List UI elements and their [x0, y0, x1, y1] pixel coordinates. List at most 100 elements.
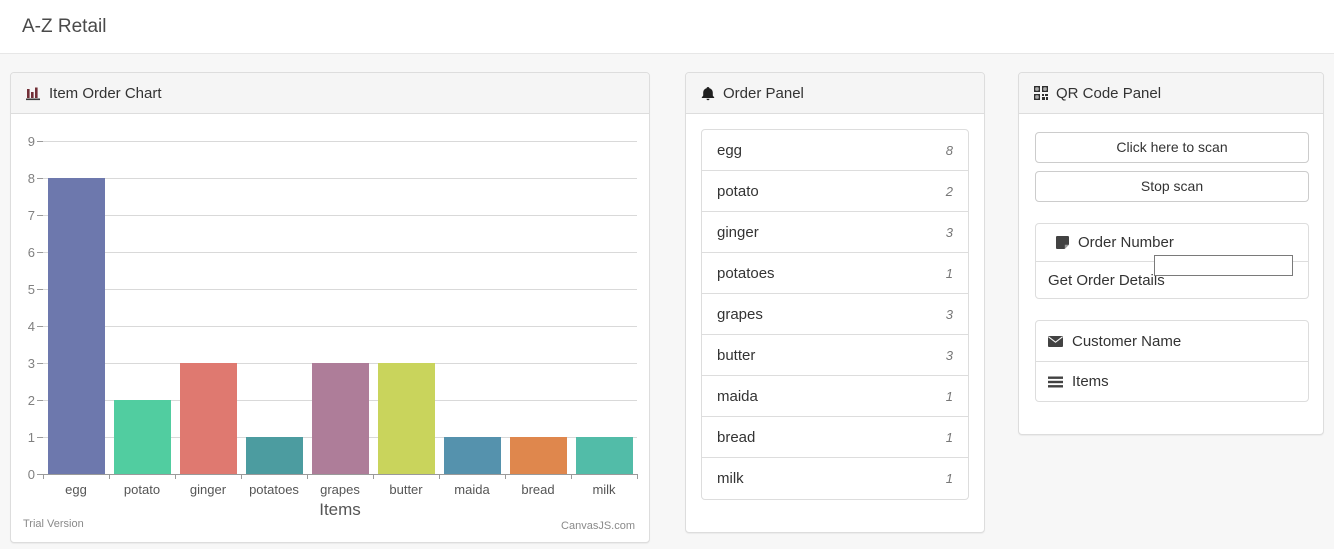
stop-scan-button[interactable]: Stop scan: [1035, 171, 1309, 202]
chart-x-tick: [637, 474, 638, 479]
order-item-count: 3: [945, 224, 953, 240]
order-item-count: 8: [945, 142, 953, 158]
chart-panel-header: Item Order Chart: [11, 73, 649, 114]
order-list-item: potato 2: [702, 171, 968, 212]
order-list-item: butter 3: [702, 335, 968, 376]
chart-gridline: [43, 215, 637, 216]
order-item-name: egg: [717, 141, 743, 159]
chart-bar-ginger[interactable]: [179, 363, 237, 474]
qr-code-panel: QR Code Panel Click here to scan Stop sc…: [1018, 72, 1324, 435]
chart-y-tick-label: 9: [27, 134, 35, 149]
items-row: Items: [1036, 361, 1308, 401]
chart-y-tick: [37, 437, 43, 438]
order-number-row: Order Number: [1036, 224, 1308, 261]
order-item-name: ginger: [717, 223, 759, 241]
chart-bar-bread[interactable]: [509, 437, 567, 474]
order-item-name: maida: [717, 387, 758, 405]
chart-y-tick: [37, 141, 43, 142]
order-item-count: 3: [945, 347, 953, 363]
order-number-input[interactable]: [1154, 255, 1293, 276]
order-item-name: butter: [717, 346, 756, 364]
chart-y-tick: [37, 474, 43, 475]
chart-x-axis-title: Items: [319, 500, 361, 519]
click-to-scan-button[interactable]: Click here to scan: [1035, 132, 1309, 163]
chart-y-tick-label: 6: [27, 245, 35, 260]
chart-x-tick: [571, 474, 572, 479]
order-list-item: milk 1: [702, 458, 968, 499]
order-item-name: bread: [717, 428, 756, 446]
chart-x-tick-label: egg: [65, 482, 87, 497]
get-order-details-label[interactable]: Get Order Details: [1048, 271, 1165, 289]
item-order-chart: Items Trial Version CanvasJS.com 0 1 2 3 4 5 6…: [11, 114, 649, 542]
bar-chart-icon: [26, 86, 41, 101]
order-item-count: 1: [945, 388, 953, 404]
order-item-name: grapes: [717, 305, 763, 323]
chart-gridline: [43, 326, 637, 327]
chart-x-tick-label: butter: [389, 482, 423, 497]
order-list-item: ginger 3: [702, 212, 968, 253]
chart-y-tick: [37, 215, 43, 216]
chart-y-tick-label: 7: [27, 208, 35, 223]
item-order-chart-panel: Item Order Chart Items Trial Version Can…: [10, 72, 650, 543]
chart-bar-potatoes[interactable]: [245, 437, 303, 474]
order-list-item: bread 1: [702, 417, 968, 458]
chart-gridline: [43, 178, 637, 179]
chart-y-tick-label: 4: [27, 319, 35, 334]
chart-y-tick: [37, 363, 43, 364]
chart-x-tick: [307, 474, 308, 479]
chart-panel-title: Item Order Chart: [49, 84, 162, 102]
top-header: A-Z Retail: [0, 0, 1334, 54]
customer-name-row: Customer Name: [1036, 321, 1308, 361]
chart-x-tick: [43, 474, 44, 479]
chart-y-tick: [37, 326, 43, 327]
chart-y-tick: [37, 289, 43, 290]
chart-x-tick-label: potatoes: [249, 482, 299, 497]
order-details-group: Customer Name Items: [1035, 320, 1309, 402]
chart-x-tick: [109, 474, 110, 479]
order-item-count: 1: [945, 471, 953, 486]
chart-bar-milk[interactable]: [575, 437, 633, 474]
order-list-item: grapes 3: [702, 294, 968, 335]
chart-y-tick: [37, 252, 43, 253]
chart-x-tick-label: bread: [521, 482, 555, 497]
order-item-count: 2: [945, 183, 953, 199]
trial-version-label: Trial Version: [23, 518, 84, 530]
chart-y-tick-label: 0: [27, 467, 35, 482]
chart-x-tick-label: milk: [592, 482, 616, 497]
order-panel-header: Order Panel: [686, 73, 984, 114]
note-icon: [1056, 236, 1069, 249]
order-list-item: potatoes 1: [702, 253, 968, 294]
chart-x-tick: [241, 474, 242, 479]
chart-bar-butter[interactable]: [377, 363, 435, 474]
canvasjs-credit-link[interactable]: CanvasJS.com: [561, 520, 635, 532]
qr-panel-title: QR Code Panel: [1056, 84, 1162, 102]
chart-x-tick: [439, 474, 440, 479]
chart-y-tick-label: 1: [27, 430, 35, 445]
chart-y-tick: [37, 178, 43, 179]
order-item-name: potato: [717, 182, 759, 200]
customer-name-label: Customer Name: [1072, 332, 1182, 350]
chart-gridline: [43, 252, 637, 253]
chart-bar-maida[interactable]: [443, 437, 501, 474]
order-number-label: Order Number: [1078, 234, 1174, 251]
items-label: Items: [1072, 373, 1109, 390]
chart-bar-potato[interactable]: [113, 400, 171, 474]
chart-gridline: [43, 289, 637, 290]
chart-x-tick: [175, 474, 176, 479]
order-panel-title: Order Panel: [723, 84, 804, 102]
bell-icon: [701, 86, 715, 101]
order-panel: Order Panel egg 8 potato 2 ginger 3 potatoes 1 g…: [685, 72, 985, 533]
chart-x-tick-label: grapes: [320, 482, 360, 497]
chart-y-tick-label: 2: [27, 393, 35, 408]
qr-code-icon: [1034, 86, 1048, 100]
envelope-icon: [1048, 335, 1063, 347]
chart-bar-grapes[interactable]: [311, 363, 369, 474]
app-title: A-Z Retail: [22, 15, 107, 37]
chart-x-tick: [505, 474, 506, 479]
list-lines-icon: [1048, 376, 1063, 388]
chart-x-tick-label: potato: [123, 482, 161, 497]
order-item-name: milk: [717, 470, 744, 487]
chart-bar-egg[interactable]: [47, 178, 105, 474]
chart-y-tick-label: 8: [27, 171, 35, 186]
order-list-item: egg 8: [702, 130, 968, 171]
